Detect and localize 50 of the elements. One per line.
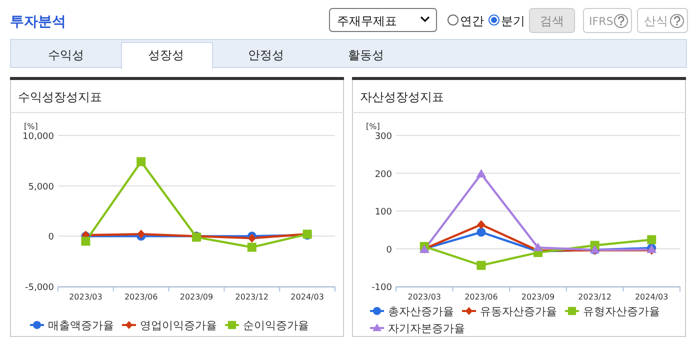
point xyxy=(476,169,486,178)
text: 산식 xyxy=(644,14,668,28)
y-tick-label: -5,000 xyxy=(24,283,54,293)
y-tick-label: 200 xyxy=(374,170,392,180)
x-tick-label: 2023/12 xyxy=(235,292,269,302)
text: 연간 xyxy=(460,14,484,28)
x-tick-label: 2024/03 xyxy=(634,292,668,302)
legend-label: 유동자산증가율 xyxy=(480,305,557,318)
legend-label: 자기자본증가율 xyxy=(388,322,465,335)
x-tick-label: 2023/03 xyxy=(408,292,442,302)
x-tick-label: 2023/09 xyxy=(180,292,214,302)
legend-label: 영업이익증가율 xyxy=(140,319,217,332)
point xyxy=(247,242,256,252)
text: 검색 xyxy=(540,14,564,28)
y-tick-label: 0 xyxy=(48,232,54,243)
x-tick-label: 2023/12 xyxy=(578,292,612,302)
x-tick-label: 2023/06 xyxy=(124,292,158,302)
text: 투자분석 xyxy=(10,14,66,30)
y-axis-title: [%] xyxy=(366,122,380,131)
legend-label: 매출액증가율 xyxy=(48,319,114,332)
chart-title: 수익성장성지표 xyxy=(18,90,102,104)
point xyxy=(476,228,486,237)
point xyxy=(477,220,486,230)
text: 안정성 xyxy=(248,48,284,62)
x-tick-label: 2023/03 xyxy=(69,292,102,302)
text: 주재무제표 xyxy=(337,14,397,28)
text: 분기 xyxy=(501,14,525,28)
legend-label: 총자산증가율 xyxy=(388,305,454,318)
y-tick-label: 100 xyxy=(374,208,392,218)
y-axis-title: [%] xyxy=(24,122,38,131)
text: 수익성 xyxy=(48,48,84,62)
x-tick-label: 2023/09 xyxy=(521,292,555,302)
text: IFRS xyxy=(589,15,614,28)
y-tick-label: -100 xyxy=(372,283,392,293)
x-tick-label: 2024/03 xyxy=(290,292,324,302)
point xyxy=(81,236,90,246)
y-tick-label: 0 xyxy=(386,245,392,256)
text: 활동성 xyxy=(348,48,384,62)
point xyxy=(136,157,146,166)
text: 성장성 xyxy=(148,48,184,62)
y-tick-label: 10,000 xyxy=(22,132,54,142)
legend-label: 유형자산증가율 xyxy=(583,305,660,318)
chart-title: 자산성장성지표 xyxy=(360,90,444,104)
y-tick-label: 300 xyxy=(374,132,392,142)
y-tick-label: 5,000 xyxy=(28,182,54,192)
point xyxy=(533,242,543,252)
legend-label: 순이익증가율 xyxy=(243,319,309,332)
point xyxy=(647,235,656,244)
point xyxy=(476,260,486,270)
x-tick-label: 2023/06 xyxy=(464,292,498,302)
